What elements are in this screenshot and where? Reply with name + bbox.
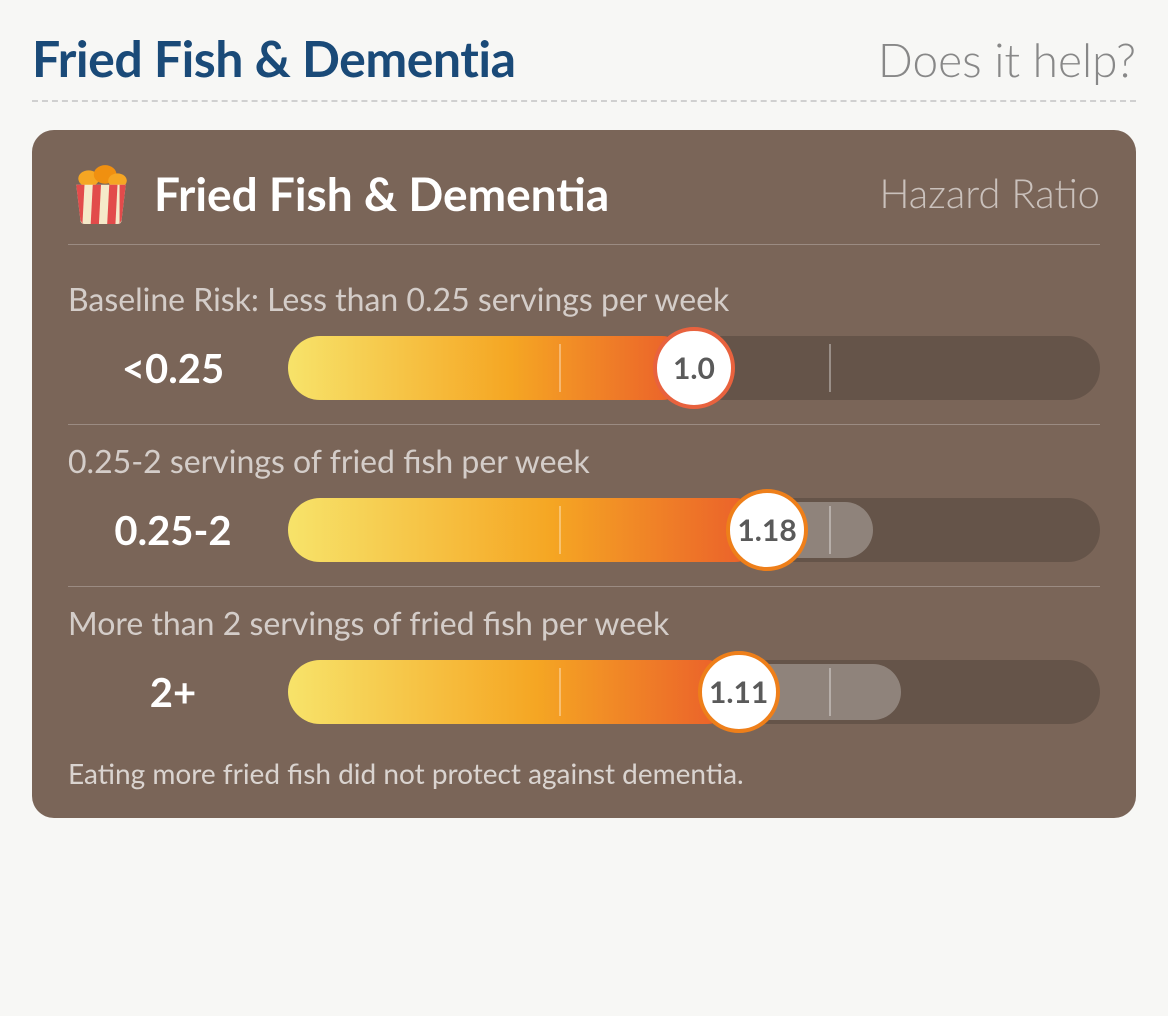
bar-fill — [288, 498, 767, 562]
row-servings-label: <0.25 — [68, 344, 278, 392]
rows-container: Baseline Risk: Less than 0.25 servings p… — [68, 263, 1100, 748]
bar-tick — [559, 344, 561, 392]
row-body: <0.251.0 — [68, 336, 1100, 400]
row-description: Baseline Risk: Less than 0.25 servings p… — [68, 279, 1100, 318]
row-body: 0.25-21.18 — [68, 498, 1100, 562]
bar-tick — [829, 668, 831, 716]
row-servings-label: 2+ — [68, 668, 278, 716]
bar-tick — [829, 344, 831, 392]
hazard-row: Baseline Risk: Less than 0.25 servings p… — [68, 263, 1100, 425]
bar-tick — [559, 506, 561, 554]
page-root: Fried Fish & Dementia Does it help? — [0, 0, 1168, 846]
page-title: Fried Fish & Dementia — [32, 28, 515, 88]
hazard-ratio-card: Fried Fish & Dementia Hazard Ratio Basel… — [32, 130, 1136, 818]
bar-value-marker: 1.0 — [653, 327, 735, 409]
row-servings-label: 0.25-2 — [68, 506, 278, 554]
card-footer-note: Eating more fried fish did not protect a… — [68, 748, 1100, 790]
fried-food-icon — [68, 160, 134, 226]
row-body: 2+1.11 — [68, 660, 1100, 724]
page-header: Fried Fish & Dementia Does it help? — [32, 28, 1136, 102]
bar-value-marker: 1.11 — [698, 651, 780, 733]
page-subtitle: Does it help? — [878, 32, 1136, 87]
hazard-row: More than 2 servings of fried fish per w… — [68, 587, 1100, 748]
card-header-left: Fried Fish & Dementia — [68, 160, 609, 226]
bar-track: 1.18 — [288, 498, 1100, 562]
bar-track: 1.11 — [288, 660, 1100, 724]
bar-value-marker: 1.18 — [726, 489, 808, 571]
bar-track: 1.0 — [288, 336, 1100, 400]
bar-tick — [559, 668, 561, 716]
hazard-row: 0.25-2 servings of fried fish per week 0.… — [68, 425, 1100, 587]
bar-tick — [829, 506, 831, 554]
row-description: More than 2 servings of fried fish per w… — [68, 603, 1100, 642]
card-metric-label: Hazard Ratio — [879, 169, 1100, 217]
bar-fill — [288, 660, 739, 724]
row-description: 0.25-2 servings of fried fish per week — [68, 441, 1100, 480]
card-header: Fried Fish & Dementia Hazard Ratio — [68, 160, 1100, 245]
card-title: Fried Fish & Dementia — [154, 166, 609, 221]
bar-fill — [288, 336, 694, 400]
